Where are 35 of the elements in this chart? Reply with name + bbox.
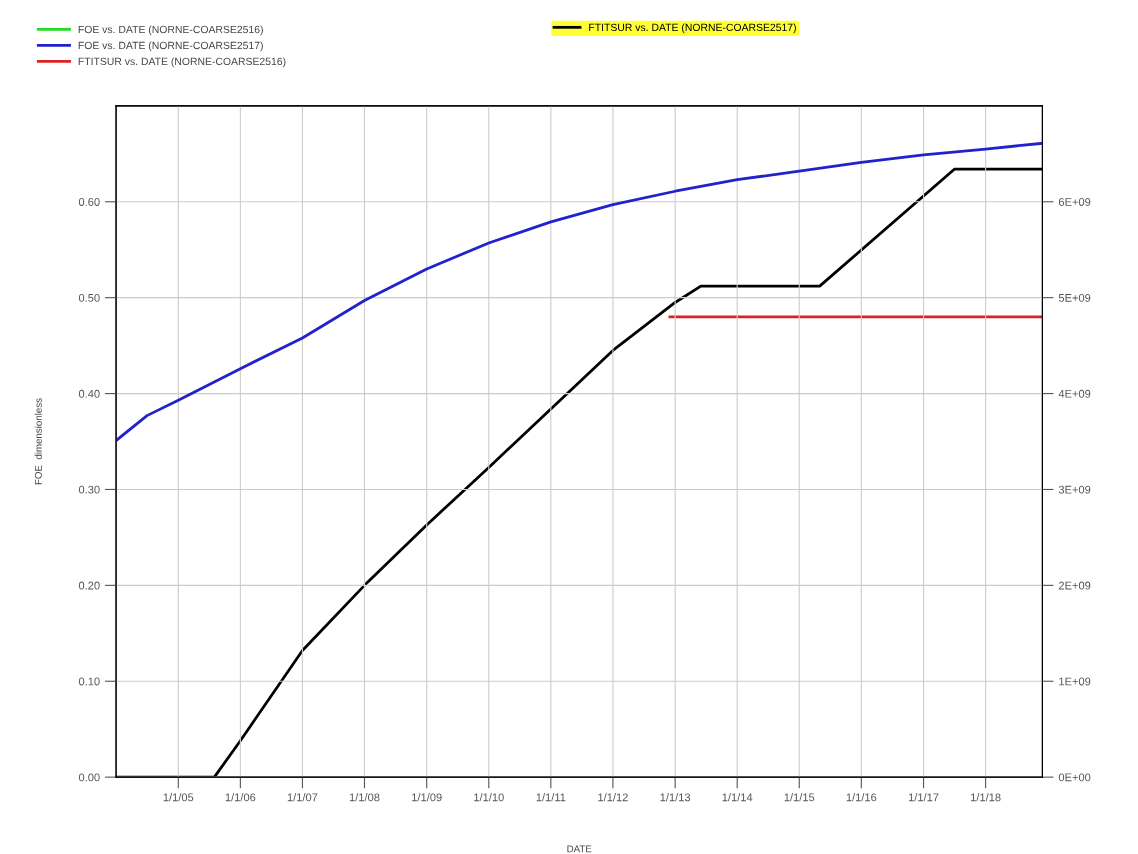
x-tick-label: 1/1/17 — [908, 793, 939, 802]
x-tick-label: 1/1/06 — [225, 793, 256, 802]
legend-label: FOE vs. DATE (NORNE-COARSE2517) — [78, 41, 263, 52]
x-tick-label: 1/1/09 — [412, 793, 442, 802]
y2-tick-label: 2E+09 — [1058, 581, 1091, 590]
y2-tick-label: 6E+09 — [1058, 198, 1091, 206]
y-tick-label: 0.10 — [78, 677, 100, 686]
y2-tick-label: 5E+09 — [1058, 293, 1091, 302]
x-tick-label: 1/1/07 — [287, 793, 318, 802]
x-tick-label: 1/1/18 — [971, 793, 1001, 802]
y2-tick-label: 1E+09 — [1059, 677, 1091, 686]
y-tick-label: 0.40 — [78, 389, 100, 398]
x-tick-label: 1/1/11 — [536, 793, 566, 802]
x-tick-label: 1/1/10 — [474, 793, 504, 802]
x-tick-label: 1/1/16 — [846, 793, 877, 802]
x-axis-title: DATE — [567, 845, 592, 853]
x-tick-label: 1/1/08 — [349, 793, 380, 802]
legend-label: FTITSUR vs. DATE (NORNE-COARSE2517) — [589, 23, 796, 34]
y2-tick-label: 4E+09 — [1058, 389, 1091, 398]
y-tick-label: 0.50 — [78, 293, 100, 302]
y-tick-label: 0.30 — [78, 485, 100, 494]
line-series — [116, 141, 1043, 442]
legend-label: FTITSUR vs. DATE (NORNE-COARSE2516) — [78, 57, 286, 68]
legend-label: FOE vs. DATE (NORNE-COARSE2516) — [78, 25, 263, 36]
y-tick-label: 0.60 — [78, 198, 100, 206]
x-tick-label: 1/1/15 — [784, 793, 815, 802]
y-axis-title: FOE dimensionless — [34, 398, 42, 485]
y2-tick-label: 0E+00 — [1058, 773, 1091, 782]
y2-tick-label: 3E+09 — [1058, 485, 1091, 494]
x-tick-label: 1/1/05 — [163, 793, 194, 802]
y-tick-label: 0.20 — [78, 581, 100, 590]
x-tick-label: 1/1/12 — [598, 793, 628, 802]
x-tick-label: 1/1/13 — [660, 793, 691, 802]
y-tick-label: 0.00 — [78, 773, 100, 782]
x-tick-label: 1/1/14 — [722, 793, 753, 802]
